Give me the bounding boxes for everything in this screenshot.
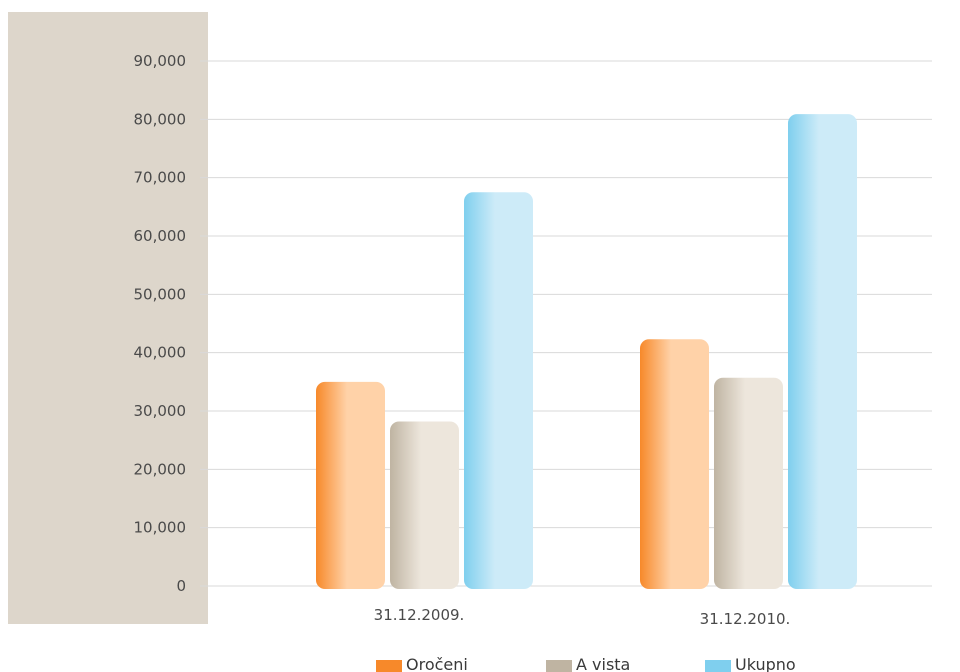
y-tick-label: 30,000 xyxy=(134,402,187,420)
legend-label: Ukupno xyxy=(735,655,796,672)
bar-a-vista-1 xyxy=(390,421,459,589)
y-tick-label: 40,000 xyxy=(134,344,187,362)
bar-ukupno-2 xyxy=(788,114,857,589)
y-axis-panel xyxy=(8,12,208,624)
y-axis-tick-labels: 0 10,000 20,000 30,000 40,000 50,000 60,000 70,… xyxy=(134,52,187,595)
y-tick-label: 50,000 xyxy=(134,285,187,303)
legend-swatch xyxy=(546,660,572,672)
bar-oročeni-2 xyxy=(640,339,709,589)
bars xyxy=(316,114,857,589)
y-tick-label: 60,000 xyxy=(134,227,187,245)
legend-label: A vista xyxy=(576,655,630,672)
legend-swatch xyxy=(705,660,731,672)
y-tick-label: 10,000 xyxy=(134,519,187,537)
y-tick-label: 0 xyxy=(176,577,186,595)
x-category-label: 31.12.2010. xyxy=(700,610,791,628)
x-category-label: 31.12.2009. xyxy=(374,606,465,624)
legend-item: Oročeni xyxy=(376,655,468,672)
legend-item: A vista xyxy=(546,655,630,672)
bar-a-vista-2 xyxy=(714,377,783,589)
y-tick-label: 80,000 xyxy=(134,110,187,128)
y-tick-label: 90,000 xyxy=(134,52,187,70)
x-axis-category-labels: 31.12.2009. 31.12.2010. xyxy=(374,606,791,628)
legend-label: Oročeni xyxy=(406,655,468,672)
bar-ukupno-1 xyxy=(464,192,533,589)
legend-swatch xyxy=(376,660,402,672)
legend-item: Ukupno xyxy=(705,655,796,672)
legend: Oročeni A vista Ukupno xyxy=(376,655,796,672)
y-tick-label: 20,000 xyxy=(134,460,187,478)
y-tick-label: 70,000 xyxy=(134,169,187,187)
bar-oročeni-1 xyxy=(316,381,385,589)
